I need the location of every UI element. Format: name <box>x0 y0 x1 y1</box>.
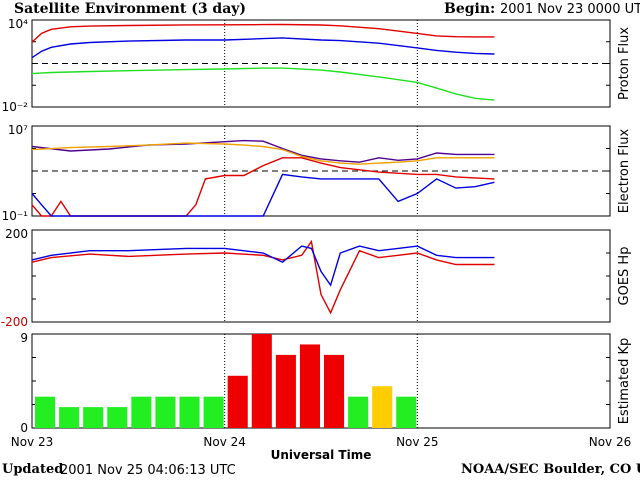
series-blue-line <box>31 37 495 59</box>
kp-bar <box>59 407 80 428</box>
kp-bar <box>275 354 296 428</box>
series-red-line <box>31 239 495 315</box>
kp-bar <box>179 396 200 428</box>
begin-value: 2001 Nov 23 0000 UTC <box>500 2 640 17</box>
panel-label: Electron Flux <box>617 128 632 213</box>
y-tick-label-top: 10⁴ <box>8 17 28 31</box>
panel-2: 10⁷ 10⁻¹ Electron Flux <box>2 123 632 223</box>
updated-value: 2001 Nov 25 04:06:13 UTC <box>60 463 236 478</box>
x-tick-label: Nov 23 <box>11 435 54 449</box>
kp-bar <box>107 407 128 428</box>
series-orange-line <box>31 142 495 165</box>
credit-text: NOAA/SEC Boulder, CO USA <box>461 462 640 477</box>
kp-bar <box>372 386 393 428</box>
series-blue-line <box>31 173 495 217</box>
series-red-line <box>31 23 495 43</box>
kp-bar <box>348 396 369 428</box>
panel-label: Estimated Kp <box>617 338 632 425</box>
panel-3: 200 -200 GOES Hp <box>1 227 632 329</box>
kp-bar <box>155 396 176 428</box>
x-tick-label: Nov 26 <box>589 435 632 449</box>
panel-1: 10⁴ 10⁻² Proton Flux <box>2 17 632 114</box>
y-tick-label-bottom: 0 <box>20 421 28 435</box>
kp-bar <box>396 396 417 428</box>
kp-bar <box>203 396 224 428</box>
panel-4: 9 0 Estimated Kp <box>20 331 632 435</box>
kp-bar <box>299 344 320 428</box>
begin-label: Begin: <box>444 1 496 17</box>
panel-label: Proton Flux <box>617 27 632 100</box>
series-red-line <box>31 157 495 217</box>
y-tick-label-bottom: 10⁻² <box>2 100 29 114</box>
y-tick-label-bottom: 10⁻¹ <box>2 209 29 223</box>
chart-title: Satellite Environment (3 day) <box>14 1 247 17</box>
updated-label: Updated <box>2 462 64 477</box>
kp-bar <box>324 354 345 428</box>
series-blue-line <box>31 245 495 287</box>
x-tick-label: Nov 25 <box>396 435 439 449</box>
x-tick-label: Nov 24 <box>203 435 246 449</box>
y-tick-label-top: 200 <box>5 227 28 241</box>
x-axis-label: Universal Time <box>271 448 372 462</box>
panel-frame <box>31 229 611 323</box>
series-green-line <box>31 67 495 101</box>
kp-bar <box>35 396 56 428</box>
kp-bar <box>227 375 248 428</box>
y-tick-label-bottom: -200 <box>1 315 28 329</box>
kp-bar <box>83 407 104 428</box>
kp-bar <box>131 396 152 428</box>
kp-bar <box>251 334 272 428</box>
panel-label: GOES Hp <box>617 247 632 306</box>
y-tick-label-top: 9 <box>20 331 28 345</box>
y-tick-label-top: 10⁷ <box>8 123 28 137</box>
